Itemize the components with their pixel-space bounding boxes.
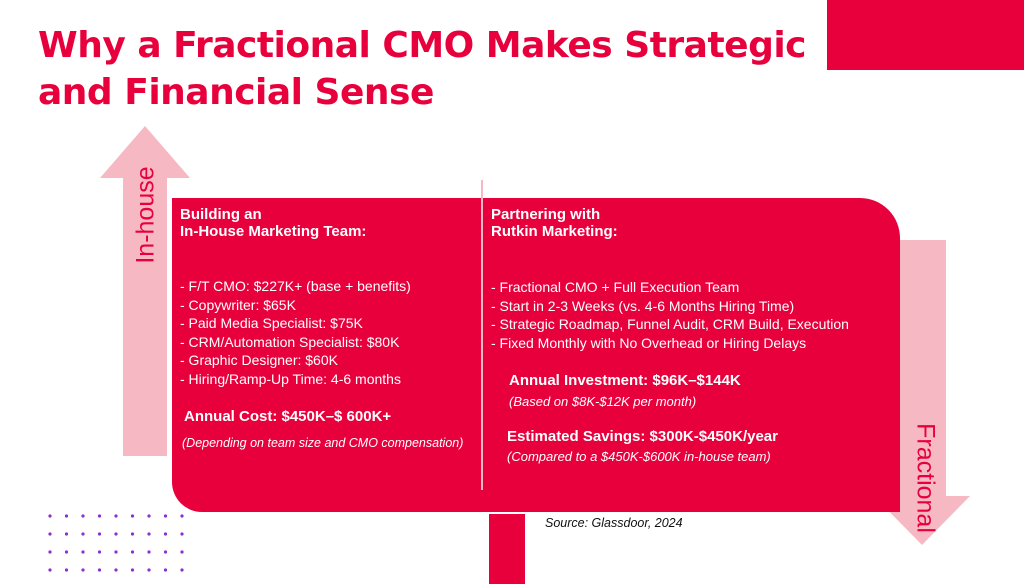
page-title: Why a Fractional CMO Makes Strategic and… xyxy=(38,22,807,116)
comparison-panel xyxy=(172,198,900,512)
decor-dot xyxy=(114,550,118,554)
annual-cost-note: (Depending on team size and CMO compensa… xyxy=(182,436,464,450)
decor-dot xyxy=(64,514,69,518)
fractional-heading-line-2: Rutkin Marketing: xyxy=(491,223,618,240)
list-item: - Strategic Roadmap, Funnel Audit, CRM B… xyxy=(491,316,849,332)
decor-dot xyxy=(64,532,69,536)
list-item: - CRM/Automation Specialist: $80K xyxy=(180,333,400,350)
decor-dot xyxy=(147,550,151,554)
decor-dot xyxy=(130,568,135,572)
list-item: - Hiring/Ramp-Up Time: 4-6 months xyxy=(180,370,401,387)
list-item: - Start in 2-3 Weeks (vs. 4-6 Months Hir… xyxy=(491,297,795,314)
in-house-heading: Building an In-House Marketing Team: xyxy=(180,206,478,240)
decor-dot xyxy=(81,514,85,518)
source-citation: Source: Glassdoor, 2024 xyxy=(545,516,683,530)
decor-dot xyxy=(180,568,184,572)
decor-dot xyxy=(97,532,102,536)
decor-dot xyxy=(180,532,184,536)
column-divider xyxy=(481,180,483,490)
fractional-label: Fractional xyxy=(911,423,940,533)
decor-dot xyxy=(147,568,151,572)
annual-cost: Annual Cost: $450K–$ 600K+ xyxy=(184,408,392,425)
list-item: - Fractional CMO + Full Execution Team xyxy=(491,279,740,295)
decor-dot xyxy=(180,550,184,554)
decor-dot xyxy=(130,550,135,554)
decor-dot xyxy=(163,550,168,554)
arrow-up-icon xyxy=(100,126,190,456)
decor-dot xyxy=(180,514,184,518)
decor-dot xyxy=(48,532,52,536)
decor-dot xyxy=(130,514,135,518)
decor-dot xyxy=(130,532,135,536)
decor-dot xyxy=(97,514,102,518)
decor-dot xyxy=(81,532,85,536)
decor-dot xyxy=(64,568,69,572)
decor-dot xyxy=(81,550,85,554)
decor-dot xyxy=(163,568,168,572)
decor-dot xyxy=(48,550,52,554)
decor-dot xyxy=(81,568,85,572)
fractional-column: Partnering with Rutkin Marketing: - Frac… xyxy=(491,206,891,465)
decor-dot xyxy=(97,550,102,554)
decor-dot xyxy=(48,568,52,572)
decor-dot xyxy=(147,514,151,518)
corner-accent-block xyxy=(827,0,1024,70)
estimated-savings-note: (Compared to a $450K-$600K in-house team… xyxy=(507,449,771,464)
list-item: - Paid Media Specialist: $75K xyxy=(180,315,363,331)
list-item: - F/T CMO: $227K+ (base + benefits) xyxy=(180,278,411,294)
decor-dot xyxy=(114,514,118,518)
title-line-1: Why a Fractional CMO Makes Strategic xyxy=(38,25,807,66)
list-item: - Graphic Designer: $60K xyxy=(180,352,338,368)
list-item: - Fixed Monthly with No Overhead or Hiri… xyxy=(491,334,807,351)
decor-dot xyxy=(48,514,52,518)
list-item: - Copywriter: $65K xyxy=(180,296,296,313)
decor-dot xyxy=(163,514,168,518)
in-house-label: In-house xyxy=(131,166,160,264)
fractional-benefit-list: - Fractional CMO + Full Execution Team -… xyxy=(491,278,891,352)
annual-investment-note: (Based on $8K-$12K per month) xyxy=(509,394,697,409)
fractional-heading-line-1: Partnering with xyxy=(491,206,601,223)
in-house-heading-line-2: In-House Marketing Team: xyxy=(180,223,367,240)
decorative-dot-grid xyxy=(48,514,184,572)
in-house-column: Building an In-House Marketing Team: - F… xyxy=(180,206,478,451)
decor-dot xyxy=(64,550,69,554)
decor-dot xyxy=(163,532,168,536)
decor-dot xyxy=(114,532,118,536)
in-house-cost-list: - F/T CMO: $227K+ (base + benefits) - Co… xyxy=(180,277,478,388)
in-house-heading-line-1: Building an xyxy=(180,206,262,223)
decor-dot xyxy=(147,532,151,536)
fractional-heading: Partnering with Rutkin Marketing: xyxy=(491,206,891,240)
estimated-savings: Estimated Savings: $300K-$450K/year xyxy=(507,428,778,445)
decor-dot xyxy=(97,568,102,572)
decor-dot xyxy=(114,568,118,572)
annual-investment: Annual Investment: $96K–$144K xyxy=(509,372,741,389)
panel-stem-block xyxy=(489,514,525,584)
title-line-2: and Financial Sense xyxy=(38,72,434,113)
